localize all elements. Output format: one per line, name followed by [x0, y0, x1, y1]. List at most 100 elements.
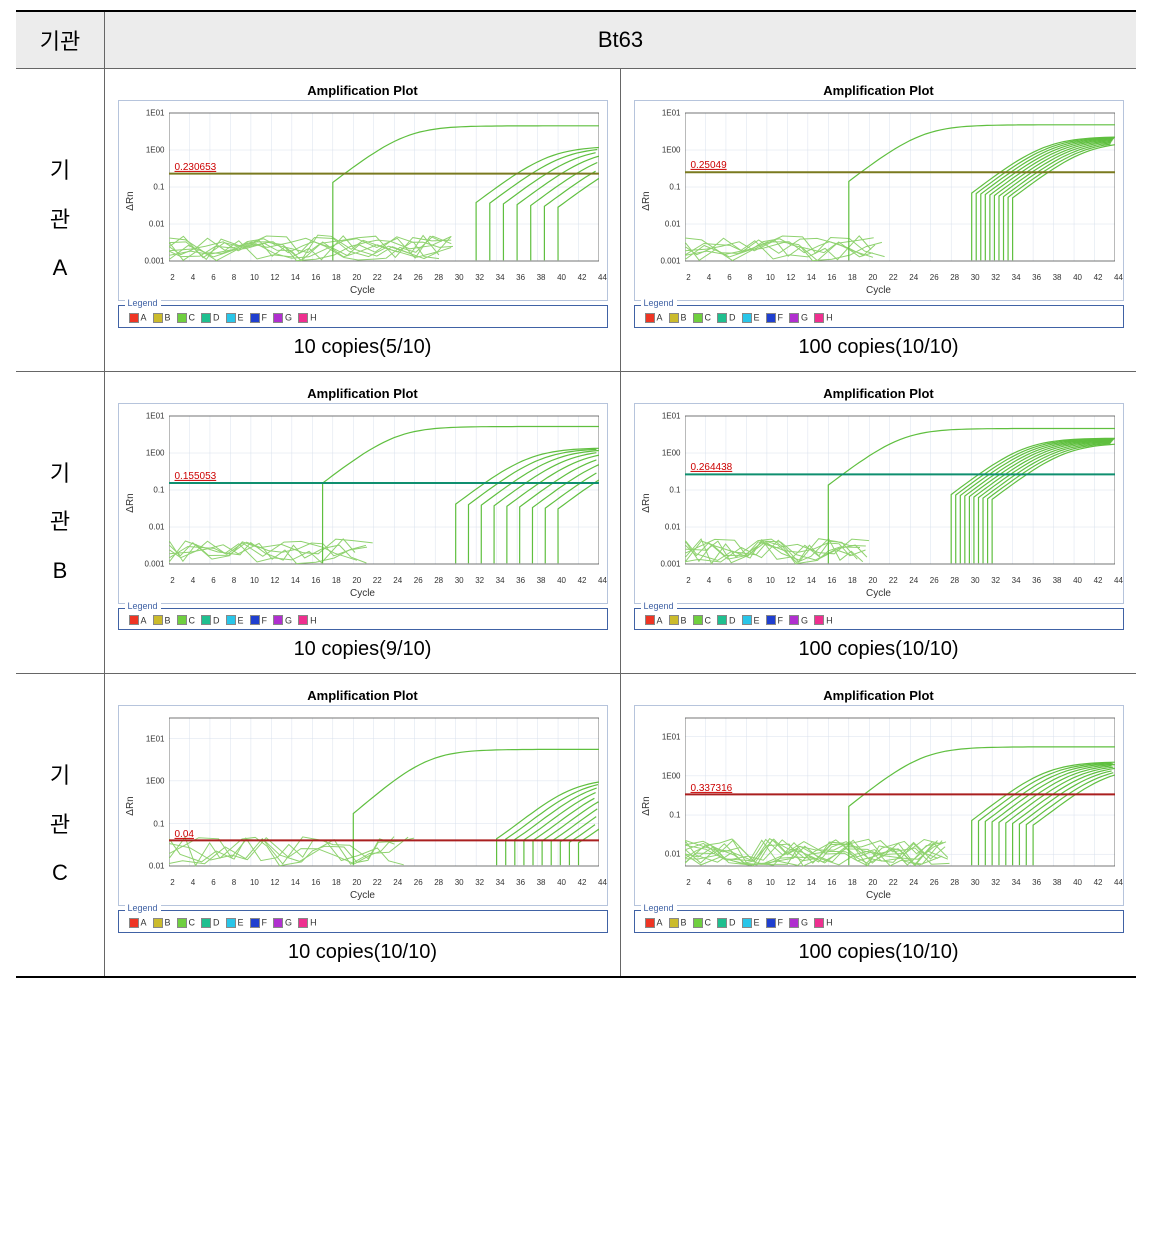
- x-tick-label: 16: [827, 878, 836, 887]
- x-tick-label: 24: [909, 273, 918, 282]
- x-tick-label: 26: [414, 273, 423, 282]
- legend-swatch: [717, 918, 727, 928]
- x-tick-label: 24: [393, 878, 402, 887]
- legend-swatch: [645, 918, 655, 928]
- plot-title: Amplification Plot: [631, 83, 1126, 98]
- legend-swatch: [717, 313, 727, 323]
- plot-caption: 10 copies(9/10): [115, 638, 610, 661]
- legend-label: E: [238, 313, 244, 323]
- legend-swatch: [250, 918, 260, 928]
- x-tick-label: 6: [211, 576, 215, 585]
- x-tick-label: 26: [414, 878, 423, 887]
- legend-swatch: [153, 615, 163, 625]
- x-tick-label: 2: [170, 273, 174, 282]
- x-tick-label: 38: [1053, 273, 1062, 282]
- x-tick-label: 14: [807, 273, 816, 282]
- legend-label: D: [213, 313, 220, 323]
- legend-label: H: [310, 615, 317, 625]
- legend-swatch: [201, 313, 211, 323]
- x-axis-label: Cycle: [635, 588, 1123, 603]
- legend-label: F: [778, 615, 784, 625]
- plot-caption: 10 copies(10/10): [115, 941, 610, 964]
- x-tick-label: 14: [807, 576, 816, 585]
- x-tick-label: 18: [332, 878, 341, 887]
- threshold-label: 0.230653: [175, 161, 217, 172]
- x-tick-label: 42: [578, 576, 587, 585]
- x-tick-label: 28: [950, 273, 959, 282]
- row-label: 기관A: [16, 69, 105, 372]
- x-tick-label: 12: [270, 878, 279, 887]
- legend-swatch: [226, 313, 236, 323]
- plot-cell: Amplification Plot0.0010.010.11E001E01ΔR…: [105, 371, 621, 674]
- x-tick-label: 10: [250, 273, 259, 282]
- x-axis-label: Cycle: [119, 285, 607, 300]
- x-tick-label: 20: [868, 576, 877, 585]
- x-tick-label: 36: [1032, 576, 1041, 585]
- x-tick-label: 22: [373, 273, 382, 282]
- x-tick-label: 8: [748, 576, 752, 585]
- legend-title: Legend: [641, 601, 677, 611]
- x-tick-label: 18: [848, 273, 857, 282]
- x-tick-label: 44: [1114, 273, 1123, 282]
- x-tick-label: 32: [991, 576, 1000, 585]
- x-tick-label: 14: [291, 878, 300, 887]
- x-tick-label: 16: [311, 878, 320, 887]
- legend-label: E: [238, 615, 244, 625]
- legend-title: Legend: [125, 903, 161, 913]
- legend-swatch: [766, 313, 776, 323]
- legend-swatch: [717, 615, 727, 625]
- legend-label: H: [826, 918, 833, 928]
- x-tick-label: 28: [434, 878, 443, 887]
- threshold-label: 0.155053: [175, 470, 217, 481]
- x-tick-label: 20: [868, 273, 877, 282]
- x-tick-label: 16: [311, 576, 320, 585]
- legend-label: E: [754, 918, 760, 928]
- x-tick-label: 30: [971, 273, 980, 282]
- legend-swatch: [273, 313, 283, 323]
- threshold-label: 0.04: [175, 829, 194, 840]
- legend-label: F: [262, 313, 268, 323]
- legend-title: Legend: [641, 298, 677, 308]
- x-tick-label: 32: [475, 576, 484, 585]
- x-tick-label: 42: [1094, 878, 1103, 887]
- legend-swatch: [742, 615, 752, 625]
- x-tick-label: 34: [1012, 878, 1021, 887]
- plot-cell: Amplification Plot0.0010.010.11E001E01ΔR…: [621, 69, 1137, 372]
- x-tick-label: 6: [211, 878, 215, 887]
- legend-swatch: [226, 615, 236, 625]
- legend-swatch: [250, 615, 260, 625]
- threshold-label: 0.337316: [691, 782, 733, 793]
- x-tick-label: 10: [766, 273, 775, 282]
- x-tick-label: 44: [598, 576, 607, 585]
- legend-label: D: [213, 615, 220, 625]
- legend-swatch: [129, 615, 139, 625]
- x-tick-label: 36: [1032, 273, 1041, 282]
- x-tick-label: 38: [1053, 576, 1062, 585]
- legend-title: Legend: [125, 601, 161, 611]
- legend-swatch: [693, 918, 703, 928]
- x-tick-label: 30: [455, 878, 464, 887]
- x-tick-label: 24: [909, 576, 918, 585]
- plot-cell: Amplification Plot0.0010.010.11E001E01ΔR…: [105, 69, 621, 372]
- x-tick-label: 42: [1094, 576, 1103, 585]
- x-tick-label: 20: [868, 878, 877, 887]
- legend-swatch: [201, 918, 211, 928]
- x-tick-label: 24: [393, 273, 402, 282]
- x-tick-label: 10: [250, 576, 259, 585]
- x-tick-label: 40: [1073, 576, 1082, 585]
- x-tick-label: 4: [707, 273, 711, 282]
- threshold-label: 0.25049: [691, 160, 727, 171]
- x-tick-label: 40: [1073, 878, 1082, 887]
- plot-caption: 100 copies(10/10): [631, 638, 1126, 661]
- legend-swatch: [273, 615, 283, 625]
- x-tick-label: 16: [827, 273, 836, 282]
- legend-swatch: [814, 918, 824, 928]
- x-tick-label: 24: [393, 576, 402, 585]
- x-tick-label: 10: [766, 878, 775, 887]
- legend-label: D: [729, 615, 736, 625]
- x-tick-label: 2: [686, 878, 690, 887]
- plot-title: Amplification Plot: [631, 386, 1126, 401]
- x-tick-label: 18: [332, 576, 341, 585]
- legend-label: A: [141, 918, 147, 928]
- legend-swatch: [645, 313, 655, 323]
